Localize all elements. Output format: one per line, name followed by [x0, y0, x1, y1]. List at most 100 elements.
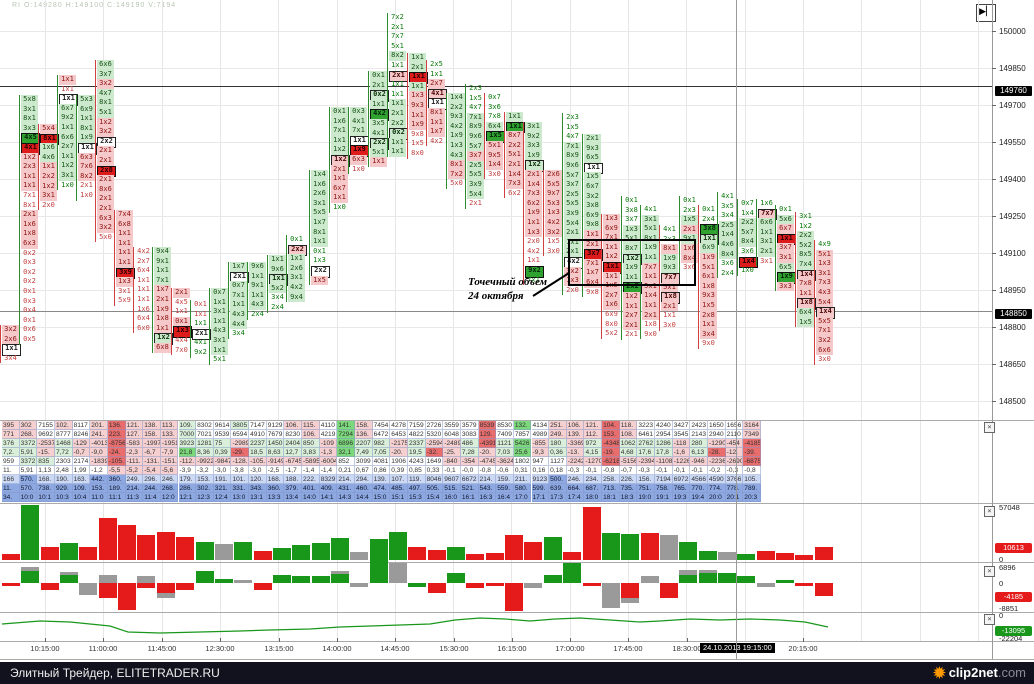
cluster-cell: 7x7: [391, 32, 404, 41]
cluster-cell: 1x3: [173, 326, 192, 338]
table-cell: 241.: [90, 430, 108, 440]
cumdelta-close-button[interactable]: ×: [984, 614, 995, 625]
cluster-cell: 1x1: [311, 237, 328, 247]
cluster-cell: 1x4: [448, 93, 465, 103]
table-cell: 6453: [390, 430, 408, 440]
table-cell: 17:0: [513, 493, 532, 503]
volume-bar: [195, 542, 214, 560]
table-cell: -2489: [443, 439, 461, 449]
cluster-column-line: [152, 247, 153, 353]
time-label: 17:45:00: [613, 644, 643, 653]
table-cell: 0,31: [513, 466, 532, 476]
cluster-cell: 1x2: [21, 152, 38, 163]
cluster-cell: 2x1: [506, 160, 523, 170]
cluster-cell: 1x3: [603, 214, 620, 224]
cluster-cell: 1x1: [269, 255, 286, 265]
volume-bar: [408, 547, 427, 560]
cluster-cell: 9x0: [644, 329, 657, 338]
table-cell: 12:1: [178, 493, 197, 503]
grid-vline: [861, 0, 863, 641]
cluster-cell: 7x1: [154, 275, 171, 286]
table-cell: 7147: [249, 421, 267, 431]
volume-close-button[interactable]: ×: [984, 506, 995, 517]
delta-bar-up: [272, 575, 291, 583]
cumdelta-scale-zero: 0: [999, 611, 1004, 620]
cluster-cell: 4x2: [527, 246, 540, 255]
table-cell: 0,39: [390, 466, 408, 476]
table-cell: 9614: [213, 421, 232, 431]
table-cell: 234.: [584, 475, 603, 485]
cluster-cell: 7x7: [642, 262, 659, 273]
cluster-cell: 1x6: [137, 304, 150, 313]
cluster-cell: 8x1: [661, 244, 678, 254]
cluster-cell: 8x1: [23, 200, 36, 209]
table-cell: -109: [319, 439, 338, 449]
clip2net-watermark: ✹ clip2net.com: [933, 664, 1026, 682]
cluster-cell: 9x2: [525, 131, 542, 142]
volume-bar: [118, 525, 137, 560]
cluster-cell: 4x7: [566, 132, 579, 141]
cluster-column-line: [286, 235, 287, 303]
table-cell: 0,21: [337, 466, 355, 476]
cluster-cell: 1x5: [411, 139, 424, 148]
cluster-cell: 6x2: [508, 188, 521, 197]
table-cell: 959: [2, 457, 20, 467]
cluster-cell: 2x1: [642, 310, 659, 321]
cluster-cell: 1x2: [40, 181, 57, 192]
table-cell: 474.: [372, 484, 391, 494]
cluster-cell: 5x1: [370, 147, 387, 158]
time-tick: [687, 638, 688, 642]
delta-bar-down: [253, 583, 272, 590]
table-cell: 11:0: [90, 493, 108, 503]
cluster-cell: 8x2: [78, 171, 95, 182]
cluster-cell: 2x1: [370, 80, 387, 91]
table-cell: 5320: [425, 430, 444, 440]
table-cell: 15:3: [407, 493, 426, 503]
table-cell: 16:3: [478, 493, 497, 503]
cluster-cell: 1x6: [603, 300, 620, 310]
delta-close-button[interactable]: ×: [984, 566, 995, 577]
table-cell: 14:1: [319, 493, 338, 503]
table-cell: 4243: [407, 457, 426, 467]
table-cell: 294.: [355, 475, 373, 485]
table-cell: 0,86: [372, 466, 391, 476]
cluster-cell: 2x7: [623, 311, 640, 321]
table-cell: -9922: [196, 457, 214, 467]
cluster-cell: 2x1: [97, 204, 114, 214]
table-cell: -2594: [425, 439, 444, 449]
delta-bar-up: [543, 575, 562, 583]
cluster-cell: 3x1: [211, 336, 228, 346]
cluster-column-line: [543, 170, 544, 257]
table-cell: 10:0: [19, 493, 38, 503]
cluster-cell: 1x7: [311, 218, 328, 228]
cluster-cell: 2x2: [797, 231, 814, 241]
table-cell: 168.: [266, 475, 285, 485]
cluster-cell: 2x1: [564, 247, 581, 257]
table-cell: 599.: [531, 484, 550, 494]
table-cell: 8329: [319, 475, 338, 485]
volume-bar: [369, 539, 388, 560]
table-close-button[interactable]: ×: [984, 422, 995, 433]
delta-bar-down: [2, 583, 20, 586]
table-cell: -3,0: [213, 466, 232, 476]
cluster-cell: 0x1: [313, 246, 326, 255]
volume-bar: [717, 552, 736, 560]
cluster-cell: 1x1: [428, 117, 445, 128]
table-cell: 211.: [513, 475, 532, 485]
cluster-cell: 1x5: [566, 122, 579, 131]
table-cell: 4110: [319, 421, 338, 431]
table-cell: 133.: [160, 430, 179, 440]
cluster-cell: 1x1: [116, 248, 133, 258]
cluster-cell: 4x1: [370, 128, 387, 139]
cluster-cell: 6x5: [777, 262, 794, 273]
table-cell: 1281: [196, 439, 214, 449]
time-tick: [45, 638, 46, 642]
table-cell: -0,1: [443, 466, 461, 476]
price-label: 148500: [999, 397, 1026, 406]
jump-to-end-button[interactable]: ▶▏: [976, 4, 996, 22]
price-label: 149700: [999, 101, 1026, 110]
cluster-cell: 2x1: [391, 22, 404, 31]
cluster-cell: 3x2: [816, 336, 833, 346]
cluster-cell: 5x1: [391, 41, 404, 50]
